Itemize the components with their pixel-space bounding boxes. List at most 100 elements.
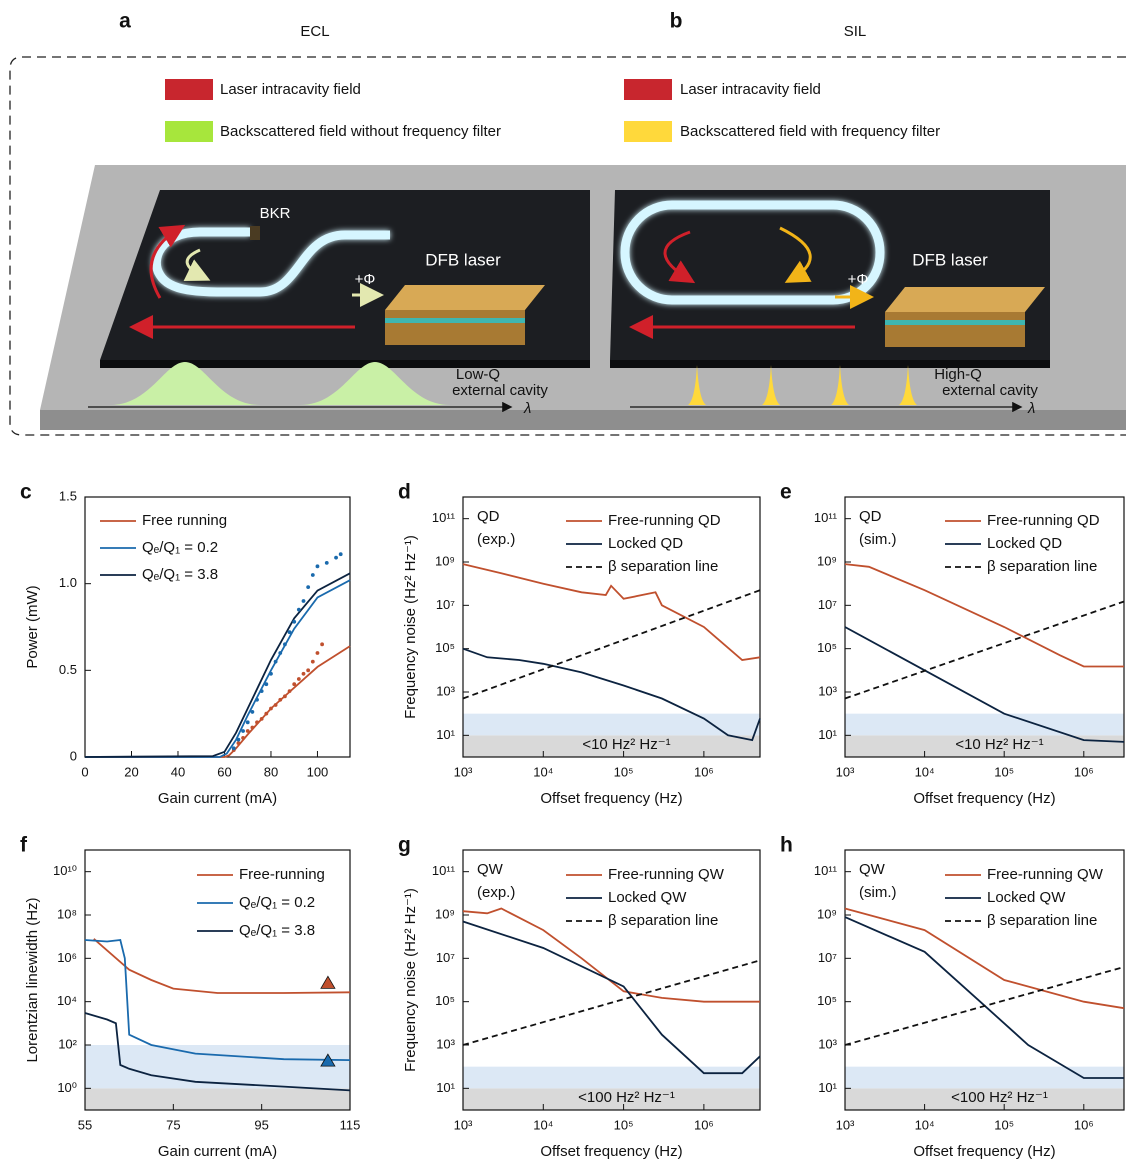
y-tick-label: 10⁷ (818, 597, 837, 612)
marker (306, 668, 310, 672)
legend-text: Backscattered field with frequency filte… (680, 123, 940, 140)
y-tick-label: 10³ (436, 683, 455, 698)
marker (311, 660, 315, 664)
legend-label: Free-running QD (987, 512, 1100, 529)
legend-label: Qₑ/Q₁ = 0.2 (239, 894, 315, 911)
legend-label: β separation line (608, 558, 718, 575)
annotation: (exp.) (477, 531, 515, 548)
annotation: QD (859, 508, 882, 525)
y-axis-label: Power (mW) (24, 585, 41, 668)
y-tick-label: 1.5 (59, 488, 77, 503)
x-axis-label: Offset frequency (Hz) (540, 1143, 682, 1160)
marker (292, 620, 296, 624)
y-tick-label: 10³ (818, 1036, 837, 1051)
series-line (85, 573, 350, 757)
marker (283, 642, 287, 646)
series-line (463, 922, 760, 1074)
x-tick-label: 10³ (454, 1117, 473, 1132)
band-label: <10 Hz² Hz⁻¹ (582, 736, 670, 753)
marker (260, 717, 264, 721)
series-line (85, 646, 350, 757)
panel-title: ECL (300, 23, 329, 40)
figure: a ECL b SIL Laser intracavity field Back… (0, 0, 1126, 1163)
x-tick-label: 20 (124, 764, 138, 779)
threshold-band (845, 714, 1124, 736)
x-tick-label: 95 (254, 1117, 268, 1132)
chart-panel: 02040608010000.51.01.5Free runningQₑ/Q₁ … (20, 481, 350, 807)
panel-title: SIL (844, 23, 867, 40)
x-tick-label: 10⁴ (533, 764, 553, 779)
substrate-edge (40, 410, 1126, 430)
x-axis-label: Offset frequency (Hz) (913, 1143, 1055, 1160)
marker (278, 698, 282, 702)
label: +Φ (355, 271, 376, 288)
x-tick-label: 10⁵ (994, 1117, 1014, 1132)
marker (260, 689, 264, 693)
y-tick-label: 10⁹ (817, 906, 837, 921)
y-tick-label: 0 (70, 748, 77, 763)
marker (316, 651, 320, 655)
series-line (85, 940, 350, 1060)
marker (334, 556, 338, 560)
marker (321, 976, 335, 988)
label: λ (1027, 400, 1035, 417)
legend-swatch (165, 79, 213, 100)
annotation: (exp.) (477, 884, 515, 901)
y-tick-label: 10² (58, 1036, 77, 1051)
legend-text: Laser intracavity field (680, 81, 821, 98)
chip-edge (610, 360, 1050, 368)
y-tick-label: 10¹ (818, 1080, 837, 1095)
label: external cavity (452, 382, 548, 399)
marker (264, 682, 268, 686)
label: DFB laser (912, 250, 988, 269)
marker (325, 561, 329, 565)
panel-letter: f (20, 834, 28, 857)
legend-label: Free-running QW (987, 866, 1104, 883)
legend-label: Locked QD (987, 535, 1062, 552)
marker (246, 720, 250, 724)
laser-layer (385, 318, 525, 323)
y-tick-label: 0.5 (59, 662, 77, 677)
legend-label: Qₑ/Q₁ = 3.8 (142, 566, 218, 583)
chart-panel: 55759511510⁰10²10⁴10⁶10⁸10¹⁰Free-running… (20, 834, 360, 1160)
threshold-band (463, 1067, 760, 1089)
marker (316, 564, 320, 568)
x-tick-label: 10⁴ (915, 1117, 935, 1132)
marker (264, 712, 268, 716)
panel-letter: d (398, 481, 411, 504)
x-tick-label: 10⁵ (994, 764, 1014, 779)
x-axis-label: Offset frequency (Hz) (913, 790, 1055, 807)
legend-label: Free-running (239, 866, 325, 883)
y-tick-label: 10¹¹ (814, 863, 838, 878)
label: external cavity (942, 382, 1038, 399)
y-tick-label: 10⁷ (436, 950, 455, 965)
x-tick-label: 55 (78, 1117, 92, 1132)
x-tick-label: 100 (307, 764, 329, 779)
label: +Φ (848, 271, 869, 288)
x-tick-label: 10⁴ (915, 764, 935, 779)
x-tick-label: 40 (171, 764, 185, 779)
marker (255, 698, 259, 702)
x-tick-label: 10⁶ (1074, 764, 1094, 779)
y-tick-label: 10¹¹ (814, 510, 838, 525)
series-line (85, 580, 350, 757)
y-tick-label: 10⁵ (435, 993, 455, 1008)
panel-letter: h (780, 834, 793, 857)
y-axis-label: Lorentzian linewidth (Hz) (24, 897, 41, 1062)
band-label: <100 Hz² Hz⁻¹ (951, 1089, 1048, 1106)
panel-letter: c (20, 481, 32, 504)
laser-top (385, 285, 545, 310)
x-axis-label: Gain current (mA) (158, 790, 277, 807)
legend-label: β separation line (987, 558, 1097, 575)
laser (385, 310, 525, 345)
x-tick-label: 10³ (836, 764, 855, 779)
label: Low-Q (456, 366, 500, 383)
annotation: QW (859, 861, 886, 878)
legend-label: Free-running QW (608, 866, 725, 883)
band-label: <100 Hz² Hz⁻¹ (578, 1089, 675, 1106)
marker (255, 720, 259, 724)
marker (269, 672, 273, 676)
label: λ (523, 400, 531, 417)
series-line (94, 939, 350, 993)
legend-text: Backscattered field without frequency fi… (220, 123, 501, 140)
